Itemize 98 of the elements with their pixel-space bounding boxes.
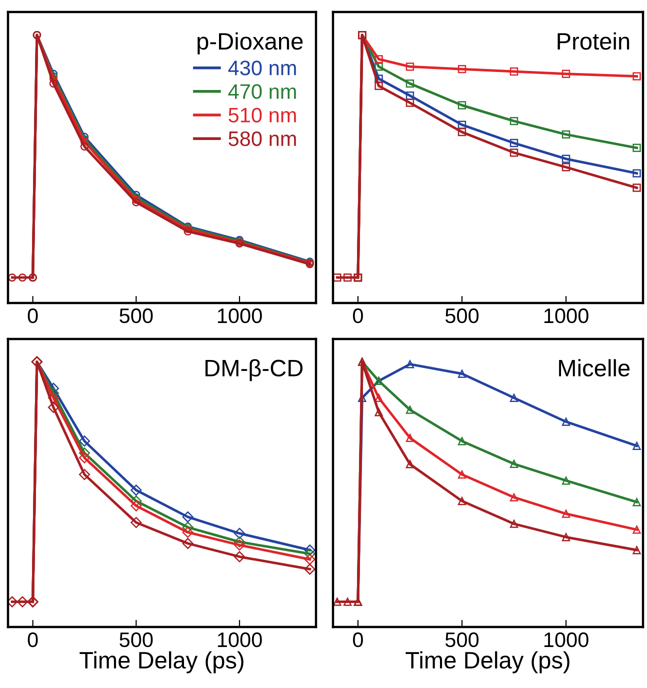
point [458,64,466,74]
point [8,273,16,282]
point [234,536,246,548]
point [234,528,246,539]
chart-title: p-Dioxane [198,32,303,54]
point [406,62,414,71]
point [562,70,570,78]
legend-label: 510 nm [228,108,296,123]
point [632,526,641,534]
x-tick-label: 500 [445,308,479,324]
point [80,142,89,151]
x-tick-label: 0 [28,632,38,648]
point [182,511,194,522]
point [562,418,570,426]
point [130,500,142,512]
point [182,526,194,538]
chart-title: Protein [558,32,630,50]
point [458,370,466,378]
point [16,596,28,608]
point [510,460,518,468]
point [562,510,570,518]
point [562,130,570,139]
point [304,564,316,575]
point [510,138,518,148]
x-tick-label: 500 [445,632,479,648]
point [458,470,466,479]
point [49,79,58,88]
point [406,79,414,88]
x-tick-label: 500 [120,632,153,648]
legend-label: 470 nm [228,84,296,99]
point [333,598,342,606]
point [632,546,641,554]
point [458,437,466,446]
point [632,498,641,506]
point [78,448,90,459]
point [8,596,18,608]
x-tick-label: 1000 [544,632,588,648]
point [234,551,246,562]
point [458,496,466,506]
x-tick-label: 0 [352,632,363,648]
point [182,538,194,549]
point [458,101,466,110]
point [48,402,60,413]
point [132,198,140,206]
point [374,82,383,90]
point [374,55,383,64]
point [234,540,246,551]
point [562,476,570,485]
point [632,144,641,152]
point [182,522,194,533]
point [510,493,518,502]
point [510,116,518,126]
point [18,273,27,282]
point [48,388,60,399]
x-tick-label: 0 [28,308,38,324]
x-tick-label: 0 [352,308,363,324]
point [632,72,641,80]
point [510,67,518,76]
point [78,452,90,464]
point [562,163,570,172]
point [406,406,414,414]
point [130,484,142,496]
chart-title: DM-β-CD [205,359,303,382]
point [406,460,414,468]
chart-title: Micelle [559,359,630,377]
point [304,554,316,565]
x-tick-label: 1000 [218,308,262,324]
point [304,548,316,560]
point [48,392,60,404]
point [632,442,641,450]
point [458,120,466,129]
point [632,169,641,178]
point [130,516,142,528]
point [510,148,518,157]
point [562,154,570,163]
point [458,128,466,136]
point [78,436,90,447]
point [333,273,342,282]
point [343,598,352,606]
point [632,184,641,192]
x-tick-label: 500 [120,308,153,324]
point [406,360,414,368]
point [562,533,570,542]
point [374,408,383,416]
point [78,468,90,480]
legend-label: 580 nm [228,131,296,146]
x-tick-label: 1000 [544,308,588,324]
point [343,273,352,282]
point [406,98,414,107]
point [510,520,518,528]
x-axis-title: Time Delay (ps) [406,651,570,674]
x-tick-label: 1000 [218,632,262,648]
x-axis-title: Time Delay (ps) [80,651,244,674]
point [304,544,316,556]
legend-label: 430 nm [228,60,296,76]
point [374,62,383,71]
point [510,394,518,402]
point [184,227,192,236]
